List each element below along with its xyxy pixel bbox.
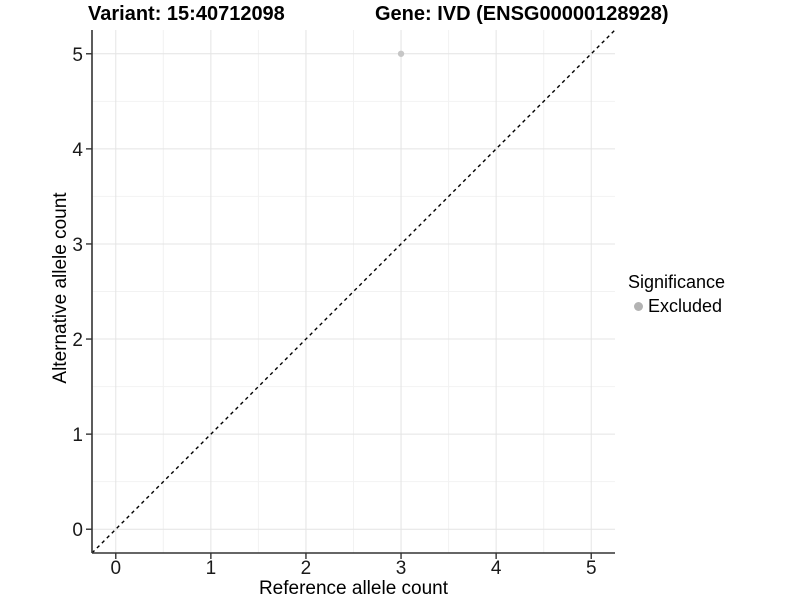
y-tick-label: 3 (72, 235, 83, 256)
legend-item-label: Excluded (648, 296, 723, 316)
x-tick-label: 0 (110, 558, 121, 579)
y-axis-title: Alternative allele count (50, 192, 71, 384)
identity-line (91, 29, 616, 554)
gene-title: Gene: IVD (ENSG00000128928) (375, 3, 669, 25)
y-tick-label: 0 (72, 520, 83, 541)
x-axis-title: Reference allele count (258, 578, 449, 599)
x-tick-label: 2 (301, 558, 312, 579)
legend-item-excluded: Excluded (628, 296, 725, 317)
x-tick-label: 1 (206, 558, 217, 579)
data-point (397, 50, 405, 57)
legend: Significance Excluded (628, 272, 725, 317)
y-tick-label: 5 (72, 45, 83, 66)
x-tick-label: 5 (586, 558, 597, 579)
y-tick-label: 4 (72, 140, 83, 161)
excluded-point-icon (634, 302, 643, 311)
y-tick-label: 2 (72, 330, 83, 351)
legend-title: Significance (628, 272, 726, 292)
variant-title: Variant: 15:40712098 (88, 3, 285, 25)
y-tick-label: 1 (72, 425, 83, 446)
x-tick-label: 3 (396, 558, 407, 579)
x-tick-label: 4 (491, 558, 502, 579)
